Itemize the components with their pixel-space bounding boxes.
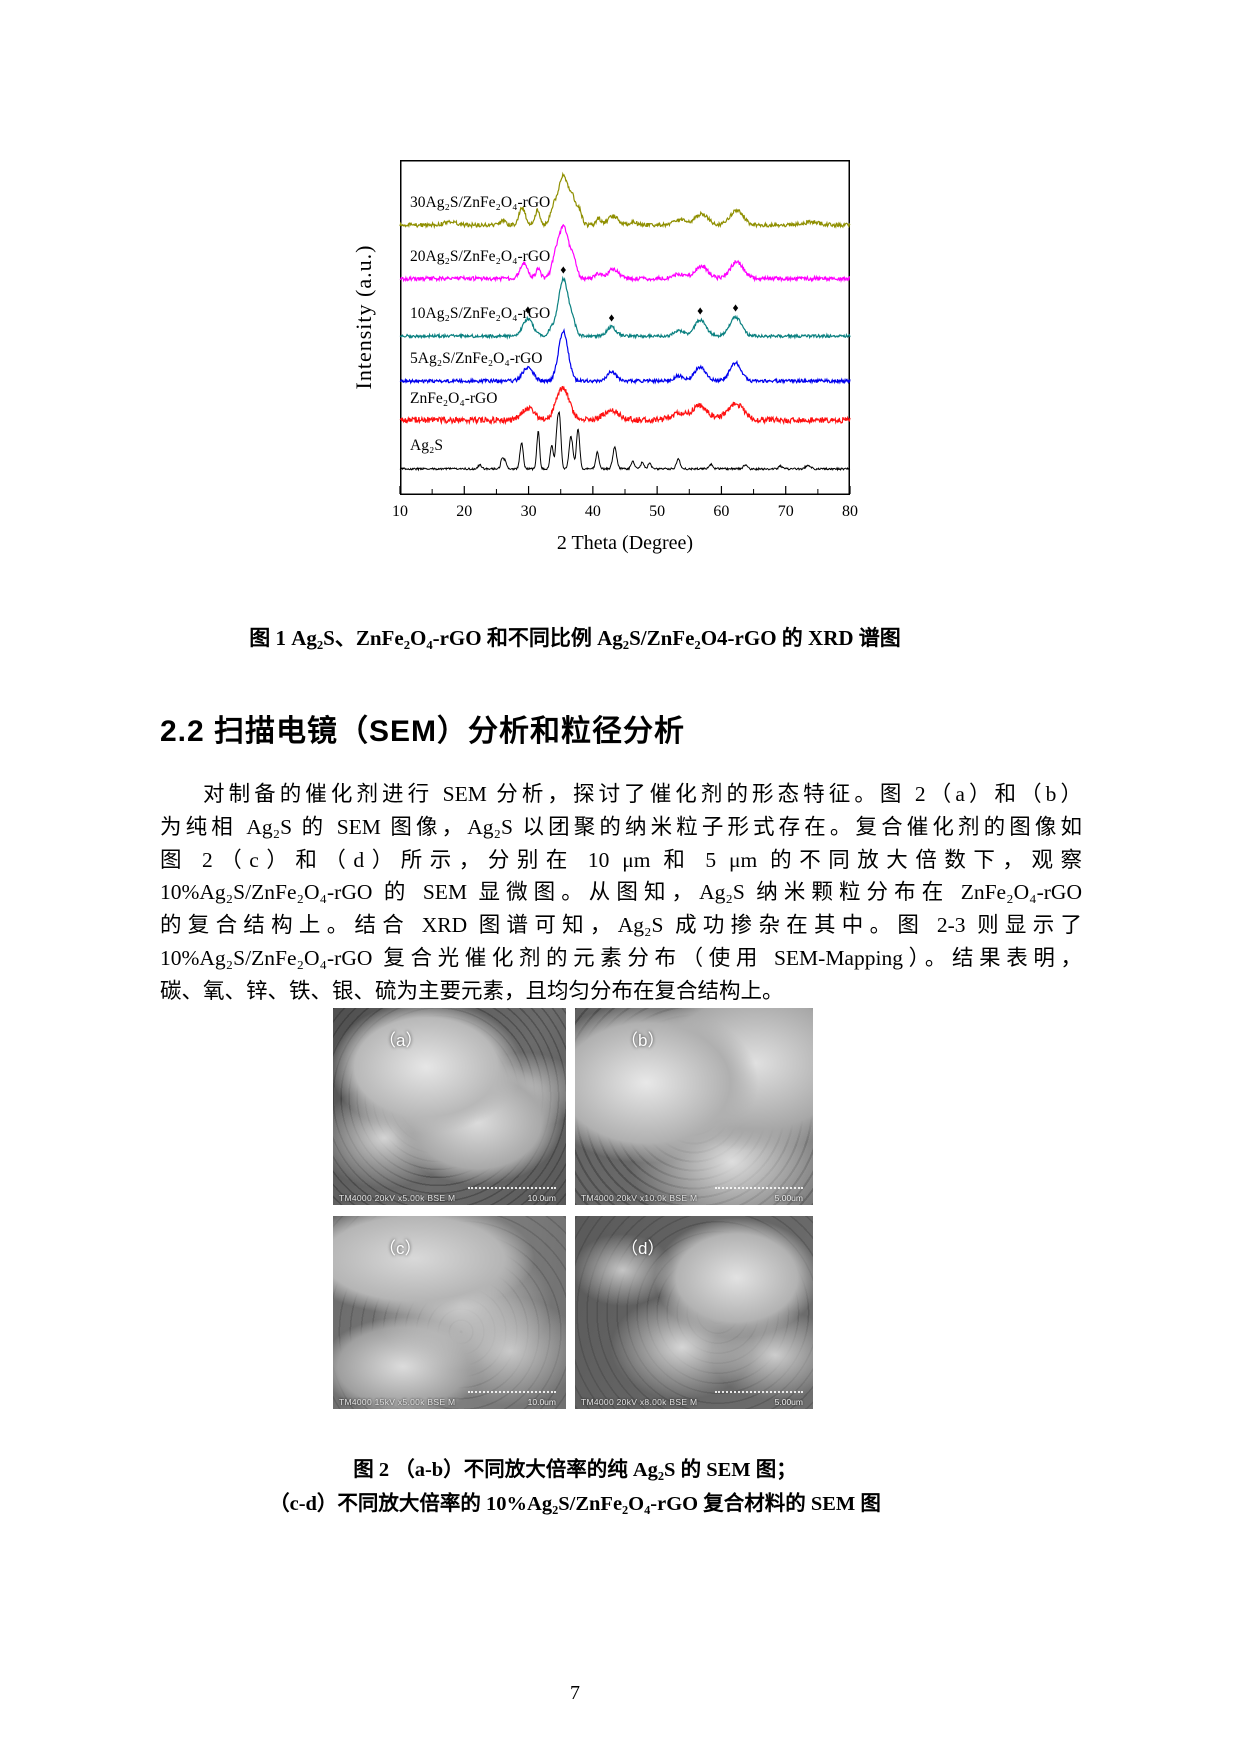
sem-status-text: TM4000 15kV x5.00k BSE M [339, 1397, 456, 1407]
body-paragraph: 对制备的催化剂进行 SEM 分析，探讨了催化剂的形态特征。图 2（a）和（b） … [160, 778, 1082, 1008]
xrd-curve [399, 410, 851, 472]
xrd-plot-svg: 10 20 30 40 50 60 70 80 ♦ ♦ ♦ ♦ ♦ [392, 160, 858, 520]
sem-status-text: TM4000 20kV x5.00k BSE M [339, 1193, 456, 1203]
sem-panel-label: （a） [379, 1031, 423, 1050]
paragraph-line: 为纯相 Ag₂S 的 SEM 图像，Ag₂S 以团聚的纳米粒子形式存在。复合催化… [160, 814, 1082, 839]
x-tick-label: 70 [778, 503, 794, 520]
sem-status-text: TM4000 20kV x10.0k BSE M [581, 1193, 698, 1203]
xrd-figure: Intensity (a.u.) 10 20 30 40 50 60 70 80 ♦ ♦ ♦ ♦ ♦ 3… [350, 160, 910, 570]
section-heading: 2.2 扫描电镜（SEM）分析和粒径分析 [160, 715, 686, 748]
peak-marker-diamond: ♦ [733, 301, 739, 315]
peak-marker-diamond: ♦ [560, 262, 566, 276]
scale-label: 10.0um [527, 1397, 556, 1407]
scale-ruler [715, 1187, 803, 1189]
xrd-curve [399, 224, 850, 283]
scale-ruler [715, 1391, 803, 1393]
page-number: 7 [570, 1682, 580, 1704]
paragraph-line: 的复合结构上。结合 XRD 图谱可知，Ag₂S 成功掺杂在其中。图 2-3 则显… [160, 913, 1082, 938]
sem-image-grid: （a） TM4000 20kV x5.00k BSE M 10.0um （b） … [333, 1008, 813, 1409]
scale-ruler [468, 1187, 556, 1189]
xrd-curve [399, 171, 851, 230]
sem-panel-b: （b） TM4000 20kV x10.0k BSE M 5.00um [575, 1008, 813, 1205]
scale-label: 5.00um [774, 1193, 803, 1203]
paragraph-line: 碳、氧、锌、铁、银、硫为主要元素，且均匀分布在复合结构上。 [160, 978, 784, 1003]
x-tick-label: 30 [521, 503, 537, 520]
xrd-curve [399, 385, 851, 426]
sem-panel-label: （b） [621, 1031, 665, 1050]
x-tick-label: 20 [456, 503, 472, 520]
figure2-caption-line2: （c-d）不同放大倍率的 10%Ag₂S/ZnFe₂O₄-rGO 复合材料的 S… [269, 1493, 881, 1515]
figure1-caption: 图 1 Ag₂S、ZnFe₂O₄-rGO 和不同比例 Ag₂S/ZnFe₂O4-… [249, 626, 901, 650]
paragraph-line: 10%Ag₂S/ZnFe₂O₄-rGO 复合光催化剂的元素分布（使用 SEM-M… [160, 945, 1082, 970]
paragraph-line: 图 2（c）和（d）所示，分别在 10 μm 和 5 μm 的不同放大倍数下，观… [160, 847, 1082, 872]
peak-marker-diamond: ♦ [697, 304, 703, 318]
sem-panel-a: （a） TM4000 20kV x5.00k BSE M 10.0um [333, 1008, 566, 1205]
sem-panel-label: （d） [621, 1239, 665, 1258]
scale-label: 10.0um [527, 1193, 556, 1203]
x-tick-label: 60 [713, 503, 729, 520]
x-tick-label: 10 [392, 503, 408, 520]
sem-status-text: TM4000 20kV x8.00k BSE M [581, 1397, 698, 1407]
plot-frame [400, 160, 850, 495]
sem-panel-d: （d） TM4000 20kV x8.00k BSE M 5.00um [575, 1216, 813, 1409]
paragraph-line: 10%Ag₂S/ZnFe₂O₄-rGO 的 SEM 显微图。从图知，Ag₂S 纳… [160, 880, 1082, 905]
x-tick-label: 40 [585, 503, 601, 520]
scale-ruler [468, 1391, 556, 1393]
xrd-curve [399, 327, 851, 385]
sem-panel-label: （c） [379, 1239, 422, 1258]
x-tick-label: 50 [649, 503, 665, 520]
x-axis-label: 2 Theta (Degree) [556, 532, 694, 554]
scale-label: 5.00um [774, 1397, 803, 1407]
sem-panel-c: （c） TM4000 15kV x5.00k BSE M 10.0um [333, 1216, 566, 1409]
paragraph-line: 对制备的催化剂进行 SEM 分析，探讨了催化剂的形态特征。图 2（a）和（b） [203, 782, 1082, 806]
xrd-curve [399, 275, 851, 340]
peak-marker-diamond: ♦ [525, 302, 531, 316]
peak-marker-diamond: ♦ [608, 310, 614, 324]
x-tick-label: 80 [842, 503, 858, 520]
y-axis-label: Intensity (a.u.) [351, 244, 376, 390]
figure2-caption-line1: 图 2 （a-b）不同放大倍率的纯 Ag₂S 的 SEM 图； [353, 1459, 797, 1481]
